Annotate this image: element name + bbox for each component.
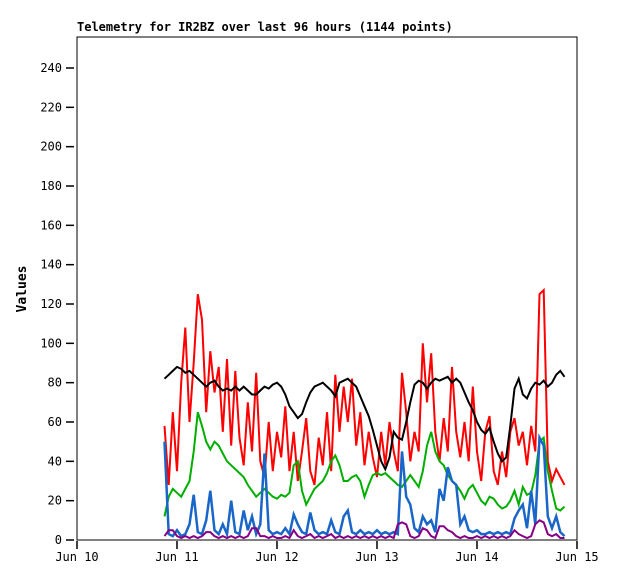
y-tick-label: 100: [40, 336, 62, 350]
x-tick-label: Jun 13: [355, 550, 398, 564]
y-tick-label: 180: [40, 179, 62, 193]
x-tick-label: Jun 10: [55, 550, 98, 564]
channel-red-line: [163, 287, 566, 486]
chart-title: Telemetry for IR2BZ over last 96 hours (…: [77, 20, 453, 34]
y-tick-label: 0: [55, 533, 62, 547]
y-tick-label: 80: [48, 376, 62, 390]
y-tick-label: 140: [40, 258, 62, 272]
channel-black-line: [163, 365, 566, 472]
x-tick-label: Jun 14: [455, 550, 498, 564]
y-tick-label: 160: [40, 218, 62, 232]
y-tick-label: 240: [40, 61, 62, 75]
channel-purple-line: [163, 519, 565, 540]
x-tick-label: Jun 11: [155, 550, 198, 564]
axes-layer: 0 20 40 60 80 100 120 140 160 180 200 220 240 Jun 10 J…: [40, 36, 599, 564]
y-tick-label: 120: [40, 297, 62, 311]
x-tick-label: Jun 15: [555, 550, 598, 564]
channel-blue-line: [163, 433, 566, 539]
y-tick-label: 20: [48, 494, 62, 508]
y-tick-label: 60: [48, 415, 62, 429]
y-tick-label: 40: [48, 454, 62, 468]
y-axis-label: Values: [15, 266, 30, 313]
y-tick-label: 200: [40, 140, 62, 154]
channel-green-line: [163, 411, 566, 517]
series-layer: [163, 287, 566, 540]
y-tick-label: 220: [40, 100, 62, 114]
x-tick-label: Jun 12: [255, 550, 298, 564]
plot-border: [76, 36, 578, 541]
